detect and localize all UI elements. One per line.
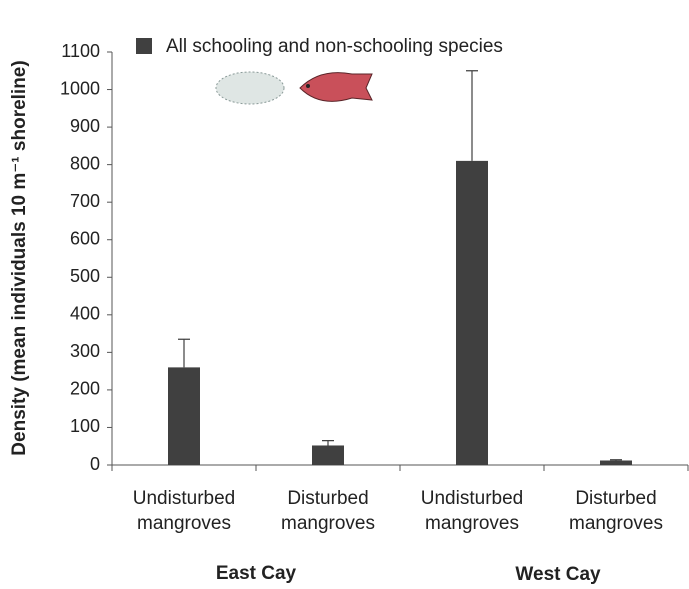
y-axis-label: Density (mean individuals 10 m⁻¹ shoreli… [9,60,30,455]
error-bar [610,459,622,461]
legend-label: All schooling and non-schooling species [166,36,503,57]
error-bar [178,338,190,368]
bar [600,460,632,465]
y-tick-label: 800 [70,153,100,173]
bar [456,160,488,465]
x-tick-label: Disturbed mangroves [569,488,663,534]
y-tick-label: 1100 [61,41,100,61]
y-tick-label: 500 [70,266,100,286]
group-label: West Cay [515,564,601,585]
error-bar [466,70,478,161]
y-tick-label: 600 [70,228,100,248]
x-tick-label: Undisturbed mangroves [132,488,236,534]
x-tick-label: Undisturbed mangroves [420,488,524,534]
y-tick-label: 400 [70,304,100,324]
y-tick-label: 100 [70,416,100,436]
y-tick-label: 200 [70,379,100,399]
y-tick-label: 900 [70,116,100,136]
group-label: East Cay [216,563,297,584]
error-bar [322,439,334,446]
bar [168,367,200,465]
x-tick-label: Disturbed mangroves [281,488,375,534]
fish-illustrations [215,71,373,105]
legend-swatch [136,38,152,54]
bar [312,445,344,465]
y-tick-label: 0 [90,454,100,474]
y-tick-label: 300 [70,341,100,361]
y-tick-label: 1000 [60,78,100,98]
y-tick-label: 700 [70,191,100,211]
